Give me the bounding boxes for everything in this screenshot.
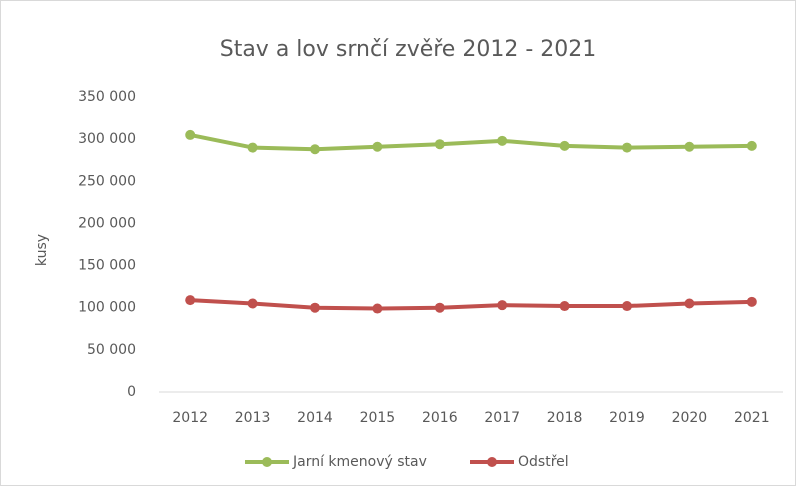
point — [559, 301, 570, 312]
y-tick-label: 250 000 — [78, 173, 136, 189]
x-tick-label: 2014 — [297, 410, 333, 426]
x-tick-label: 2020 — [672, 410, 708, 426]
x-tick-label: 2021 — [734, 410, 770, 426]
x-tick-label: 2013 — [235, 410, 271, 426]
x-tick-label: 2015 — [360, 410, 396, 426]
y-tick-label: 150 000 — [78, 258, 136, 274]
chart-title: Stav a lov srnčí zvěře 2012 - 2021 — [220, 37, 597, 62]
legend-marker — [487, 457, 497, 467]
y-tick-label: 0 — [127, 384, 136, 400]
point — [684, 298, 695, 309]
y-tick-label: 100 000 — [78, 300, 136, 316]
point — [310, 144, 320, 155]
legend-marker — [262, 457, 272, 467]
point — [185, 129, 196, 140]
point — [622, 301, 632, 312]
point — [684, 141, 695, 152]
x-tick-label: 2019 — [609, 410, 645, 426]
legend-label: Odstřel — [518, 454, 569, 470]
x-tick-label: 2016 — [422, 410, 458, 426]
point — [434, 302, 445, 313]
y-axis-label: kusy — [34, 234, 50, 266]
y-tick-label: 200 000 — [78, 215, 136, 231]
x-tick-label: 2018 — [547, 410, 583, 426]
point — [559, 140, 570, 151]
y-tick-label: 350 000 — [78, 89, 136, 105]
point — [372, 303, 383, 314]
legend-label: Jarní kmenový stav — [292, 454, 427, 470]
point — [247, 298, 258, 309]
point — [497, 135, 508, 146]
x-tick-label: 2017 — [484, 410, 520, 426]
series-line — [189, 132, 752, 152]
x-tick-label: 2012 — [172, 410, 208, 426]
series-line — [190, 298, 752, 311]
point — [497, 300, 508, 311]
point — [434, 139, 445, 150]
point — [746, 140, 757, 151]
point — [372, 141, 383, 152]
point — [247, 142, 258, 153]
y-tick-label: 50 000 — [87, 342, 136, 358]
point — [746, 296, 757, 307]
point — [310, 302, 320, 313]
point — [622, 142, 632, 153]
point — [185, 295, 196, 306]
y-tick-label: 300 000 — [78, 131, 136, 147]
